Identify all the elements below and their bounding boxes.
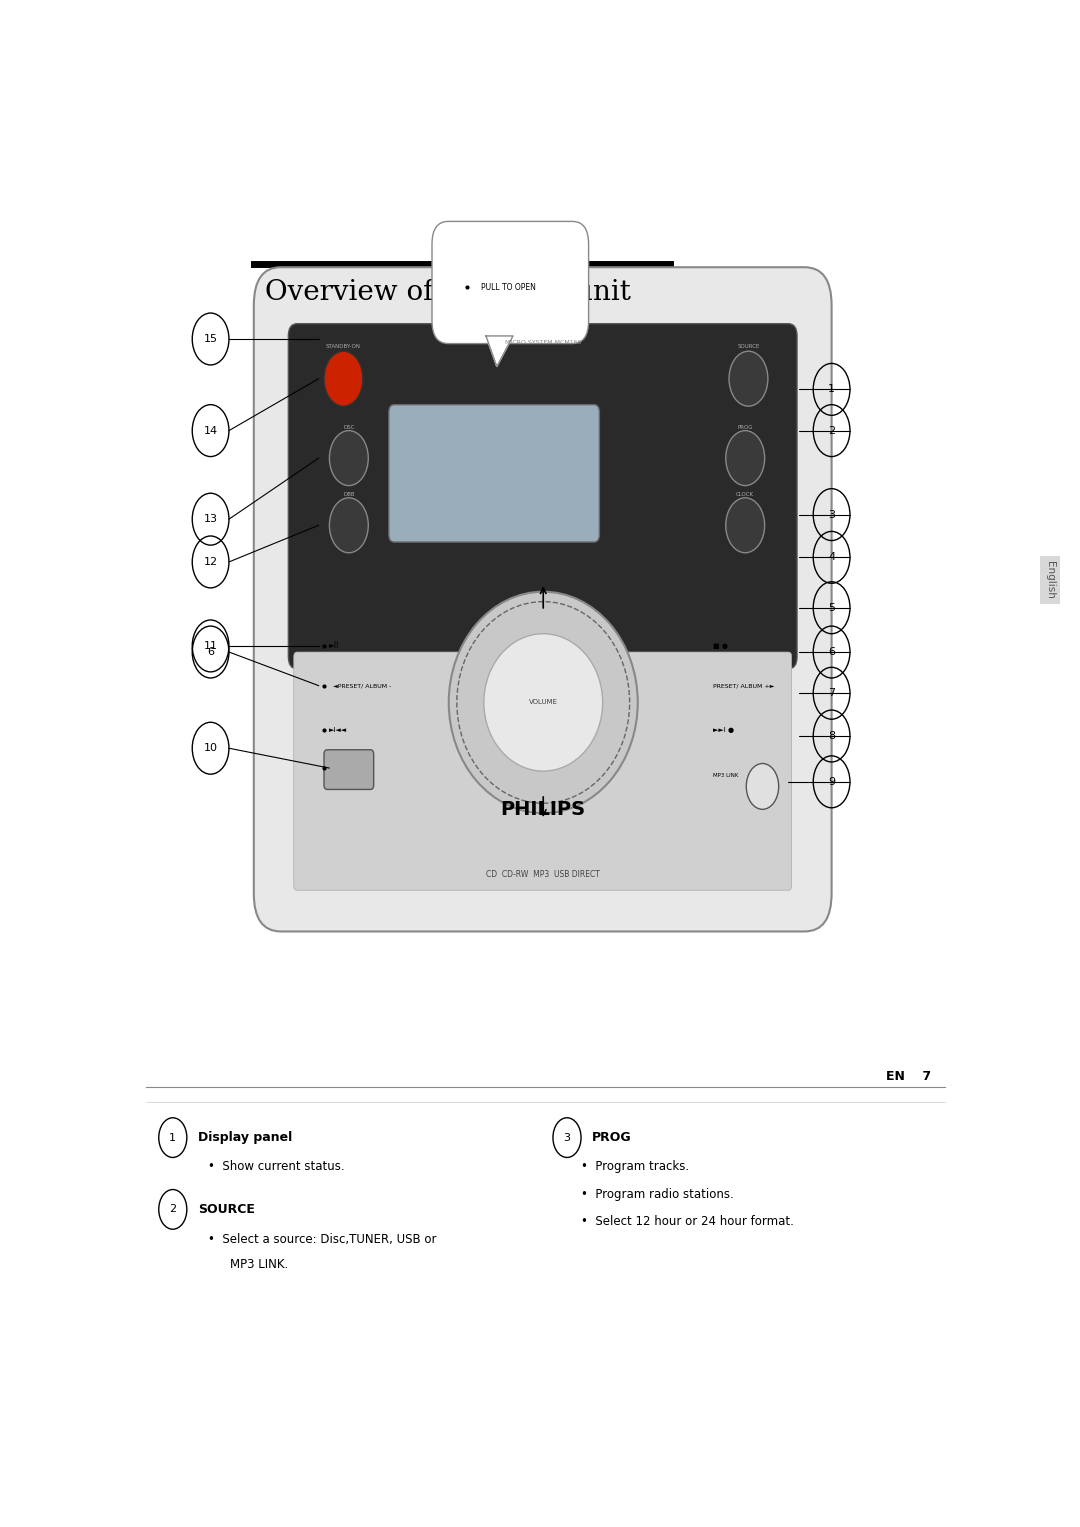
Text: 6: 6 — [207, 647, 214, 657]
Circle shape — [729, 351, 768, 406]
Text: 11: 11 — [204, 641, 217, 651]
Text: PRESET/ ALBUM +►: PRESET/ ALBUM +► — [713, 683, 774, 689]
Text: VOLUME: VOLUME — [529, 699, 557, 705]
Circle shape — [726, 498, 765, 553]
Text: 8: 8 — [828, 731, 835, 741]
Text: MP3 LINK: MP3 LINK — [713, 773, 738, 779]
Text: 5: 5 — [828, 603, 835, 612]
Text: PHILIPS: PHILIPS — [501, 800, 585, 818]
Text: 1: 1 — [170, 1133, 176, 1142]
Text: SOURCE: SOURCE — [198, 1203, 255, 1215]
Text: SOURCE: SOURCE — [738, 344, 759, 350]
Text: ►►I ●: ►►I ● — [713, 727, 734, 733]
Text: MP3 LINK.: MP3 LINK. — [230, 1258, 288, 1270]
Text: 1: 1 — [828, 385, 835, 394]
Ellipse shape — [449, 591, 637, 812]
Text: 12: 12 — [203, 557, 218, 567]
FancyBboxPatch shape — [288, 324, 797, 669]
Text: Display panel: Display panel — [198, 1132, 292, 1144]
Text: 15: 15 — [204, 334, 217, 344]
Circle shape — [329, 431, 368, 486]
Ellipse shape — [484, 634, 603, 771]
Text: PROG: PROG — [738, 425, 753, 431]
Text: ■ ●: ■ ● — [713, 643, 728, 649]
Text: CLOCK: CLOCK — [737, 492, 754, 498]
Text: 6: 6 — [828, 647, 835, 657]
Text: 9: 9 — [828, 777, 835, 786]
Text: •  Select 12 hour or 24 hour format.: • Select 12 hour or 24 hour format. — [581, 1215, 794, 1228]
Text: •  Program radio stations.: • Program radio stations. — [581, 1188, 733, 1200]
Text: ◄PRESET/ ALBUM -: ◄PRESET/ ALBUM - — [333, 683, 391, 689]
Text: EN    7: EN 7 — [886, 1070, 931, 1083]
Circle shape — [726, 431, 765, 486]
Text: ►II: ►II — [329, 641, 340, 651]
Text: 3: 3 — [564, 1133, 570, 1142]
Text: CD  CD-RW  MP3  USB DIRECT: CD CD-RW MP3 USB DIRECT — [486, 870, 600, 880]
Text: •  Show current status.: • Show current status. — [208, 1161, 346, 1173]
Text: 10: 10 — [204, 744, 217, 753]
Polygon shape — [486, 336, 513, 366]
Text: PROG: PROG — [592, 1132, 632, 1144]
FancyBboxPatch shape — [294, 652, 792, 890]
Text: PULL TO OPEN: PULL TO OPEN — [481, 282, 536, 292]
FancyBboxPatch shape — [389, 405, 599, 542]
Text: 2: 2 — [828, 426, 835, 435]
Text: Overview of the main unit: Overview of the main unit — [265, 279, 631, 307]
Text: 7: 7 — [828, 689, 835, 698]
Text: 3: 3 — [828, 510, 835, 519]
Circle shape — [329, 498, 368, 553]
Text: •  Program tracks.: • Program tracks. — [581, 1161, 689, 1173]
FancyBboxPatch shape — [254, 267, 832, 931]
Text: DSC: DSC — [343, 425, 354, 431]
Text: STANDBY-ON: STANDBY-ON — [326, 344, 361, 350]
Text: 14: 14 — [203, 426, 218, 435]
FancyBboxPatch shape — [324, 750, 374, 789]
Text: DBB: DBB — [343, 492, 354, 498]
Text: 2: 2 — [170, 1205, 176, 1214]
Circle shape — [324, 351, 363, 406]
FancyBboxPatch shape — [432, 221, 589, 344]
Circle shape — [746, 764, 779, 809]
Text: •  Select a source: Disc,TUNER, USB or: • Select a source: Disc,TUNER, USB or — [208, 1234, 437, 1246]
Text: ►I◄◄: ►I◄◄ — [329, 727, 348, 733]
Text: 4: 4 — [828, 553, 835, 562]
Text: MICRO SYSTEM MCM166: MICRO SYSTEM MCM166 — [505, 339, 581, 345]
Text: 13: 13 — [204, 515, 217, 524]
Text: English: English — [1044, 562, 1055, 599]
